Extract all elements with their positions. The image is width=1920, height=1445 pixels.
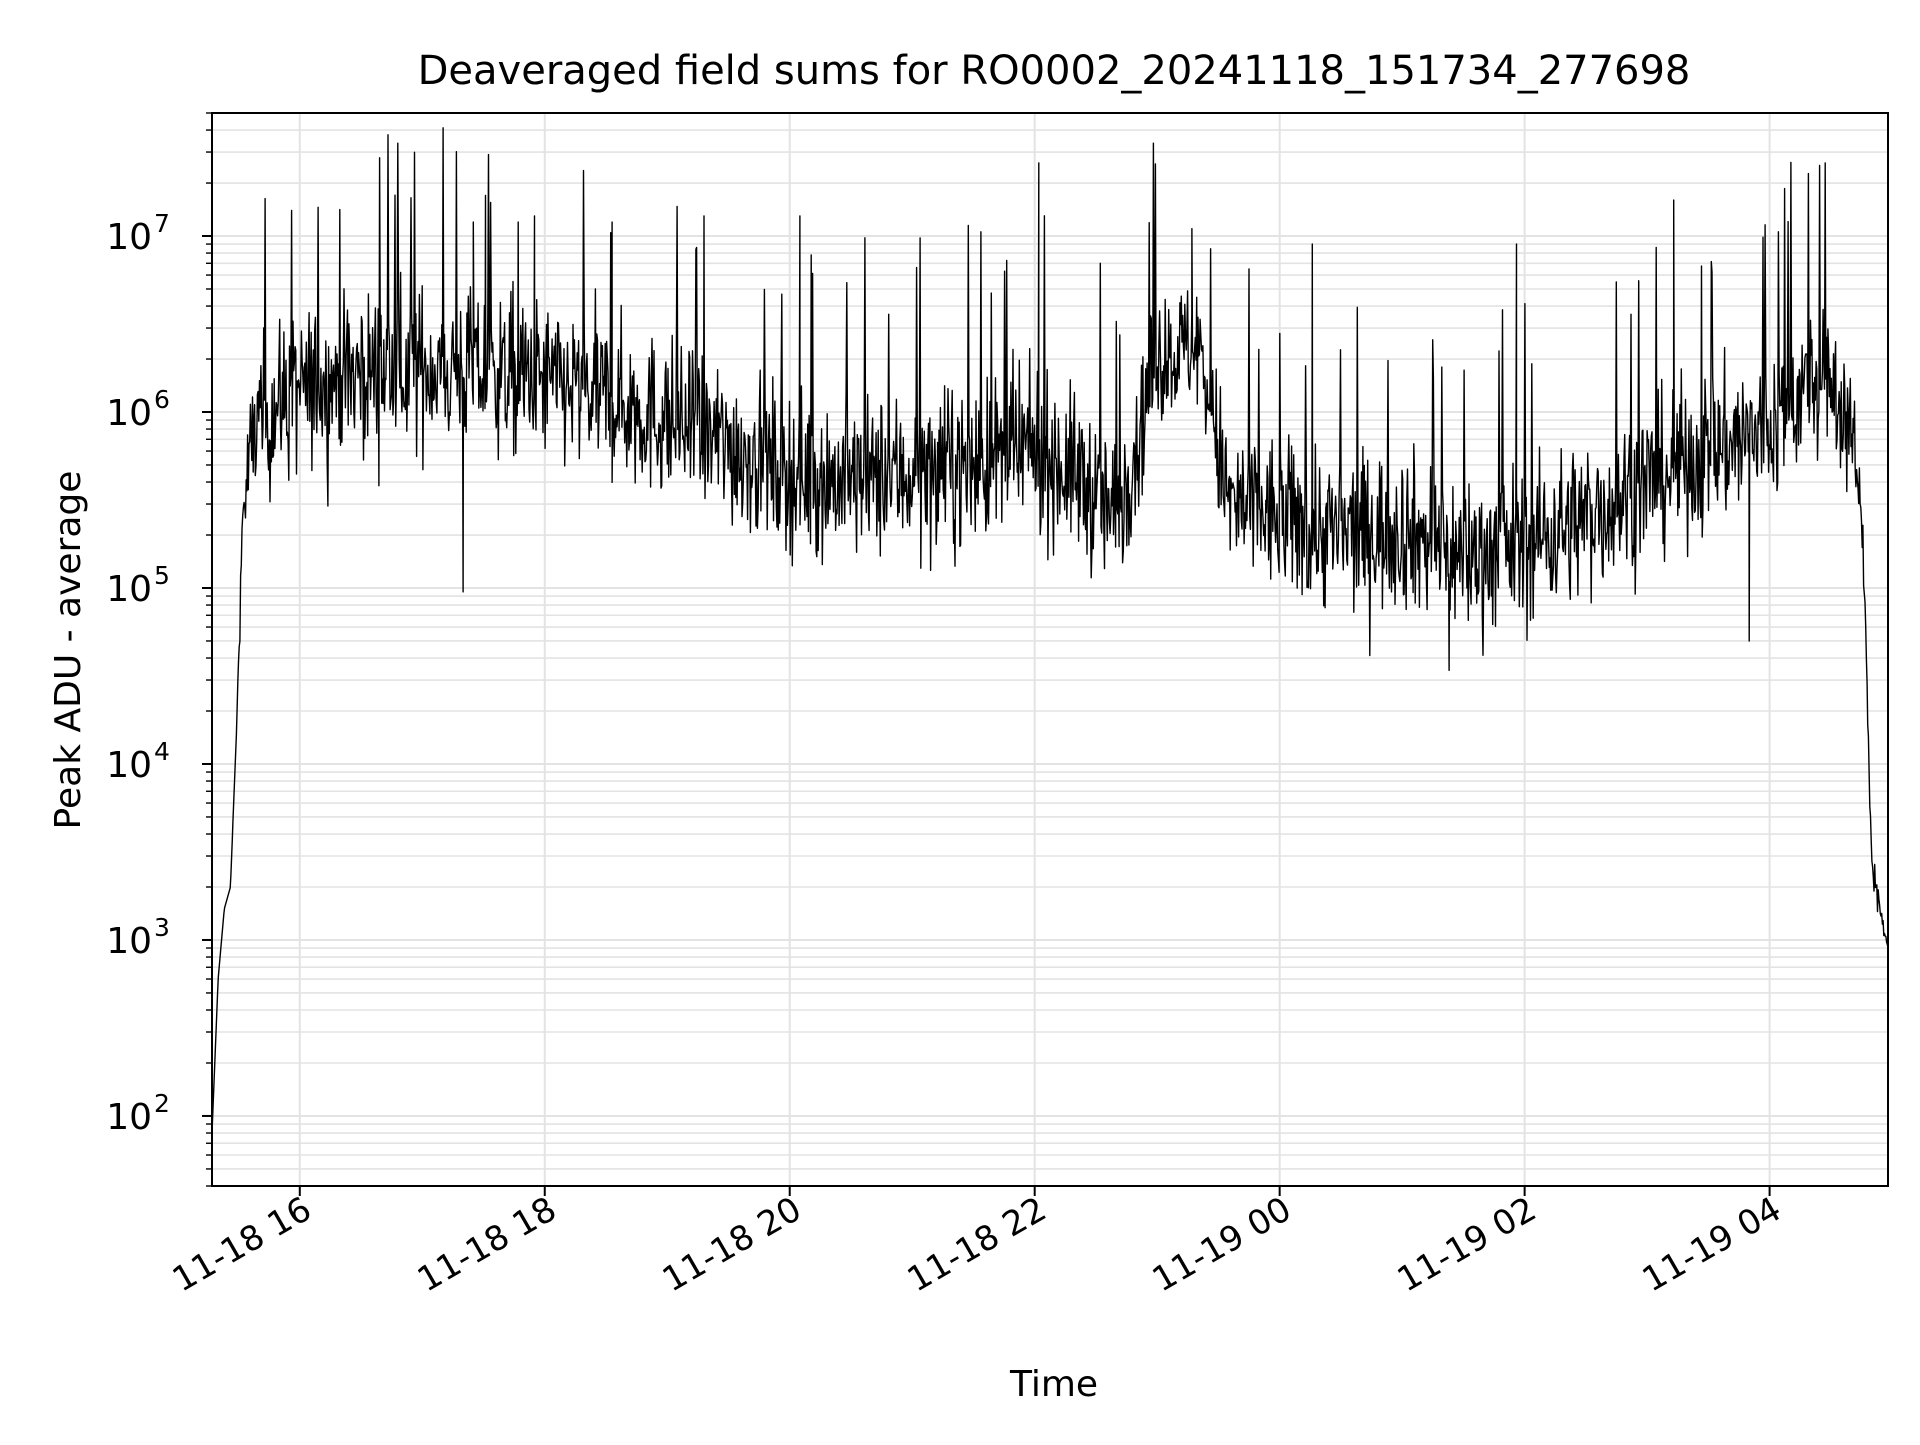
y-tick-label-exponent: 3 xyxy=(154,913,170,942)
y-tick-label: 10 xyxy=(106,921,152,962)
chart-title: Deaveraged field sums for RO0002_2024111… xyxy=(418,48,1691,94)
y-tick-label-exponent: 2 xyxy=(154,1089,170,1118)
y-axis-label: Peak ADU - average xyxy=(48,471,89,830)
y-tick-label: 10 xyxy=(106,393,152,434)
y-tick-label: 10 xyxy=(106,1097,152,1138)
y-tick-label: 10 xyxy=(106,569,152,610)
plot-area-frame xyxy=(211,112,1889,1187)
y-tick-label: 10 xyxy=(106,217,152,258)
y-tick-label: 10 xyxy=(106,745,152,786)
x-axis-label: Time xyxy=(1009,1364,1098,1405)
y-tick-label-exponent: 6 xyxy=(154,385,170,414)
y-tick-label-exponent: 5 xyxy=(154,561,170,590)
y-tick-label-exponent: 4 xyxy=(154,737,170,766)
series-line xyxy=(211,127,1889,1134)
y-tick-label-exponent: 7 xyxy=(154,209,170,238)
data-layer xyxy=(211,127,1889,1134)
